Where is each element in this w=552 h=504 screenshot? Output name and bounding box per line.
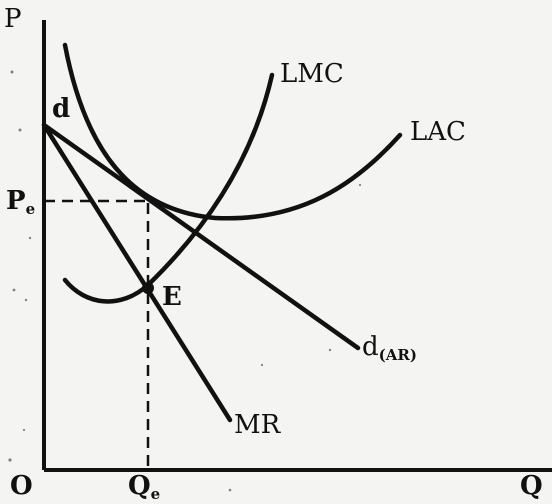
lmc-curve — [62, 72, 275, 304]
price-label-sub: e — [26, 200, 36, 218]
x-axis-label: Q — [520, 471, 543, 501]
origin-label: O — [10, 471, 33, 501]
quantity-label-sub: e — [151, 485, 161, 503]
equilibrium-label: E — [162, 282, 182, 312]
mr-label: MR — [234, 410, 282, 440]
mr-curve — [41, 122, 233, 423]
demand-start-label: d — [52, 94, 70, 124]
lac-label: LAC — [410, 117, 466, 147]
demand-ar-curve — [41, 122, 361, 351]
quantity-label: Qe — [128, 471, 160, 503]
lmc-label: LMC — [280, 59, 344, 89]
demand-ar-label-main: d — [362, 332, 379, 362]
demand-ar-label-sub: (AR) — [379, 346, 417, 364]
equilibrium-point — [142, 282, 154, 294]
price-label-main: P — [6, 186, 26, 216]
quantity-label-main: Q — [128, 471, 151, 501]
scan-noise — [8, 70, 362, 492]
demand-ar-label: d(AR) — [362, 332, 417, 364]
y-axis-label: P — [4, 4, 22, 34]
lac-curve — [62, 42, 403, 221]
price-label: Pe — [6, 186, 35, 218]
